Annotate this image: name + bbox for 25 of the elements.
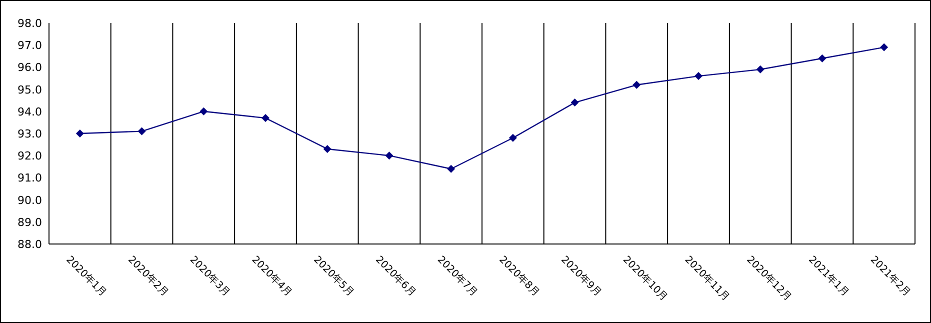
y-tick-label: 91.0 (18, 172, 42, 185)
y-tick-label: 95.0 (18, 83, 42, 96)
point (323, 144, 332, 153)
y-tick-label: 90.0 (18, 194, 42, 207)
point (76, 130, 84, 138)
point (632, 80, 641, 89)
point (694, 72, 702, 80)
point (756, 65, 764, 74)
point (262, 114, 270, 122)
y-tick-label: 96.0 (18, 61, 42, 74)
point (447, 164, 456, 173)
point (200, 107, 208, 116)
point (385, 152, 394, 160)
point (818, 54, 826, 62)
y-tick-label: 97.0 (18, 39, 42, 52)
point (138, 127, 146, 136)
y-tick-label: 89.0 (18, 216, 42, 229)
y-tick-label: 92.0 (18, 150, 42, 163)
y-tick-label: 94.0 (18, 105, 42, 118)
y-tick-label: 98.0 (18, 17, 42, 30)
point (570, 98, 579, 107)
point (508, 134, 517, 142)
point (880, 43, 888, 52)
y-tick-label: 88.0 (18, 238, 42, 251)
y-tick-label: 93.0 (18, 128, 42, 140)
